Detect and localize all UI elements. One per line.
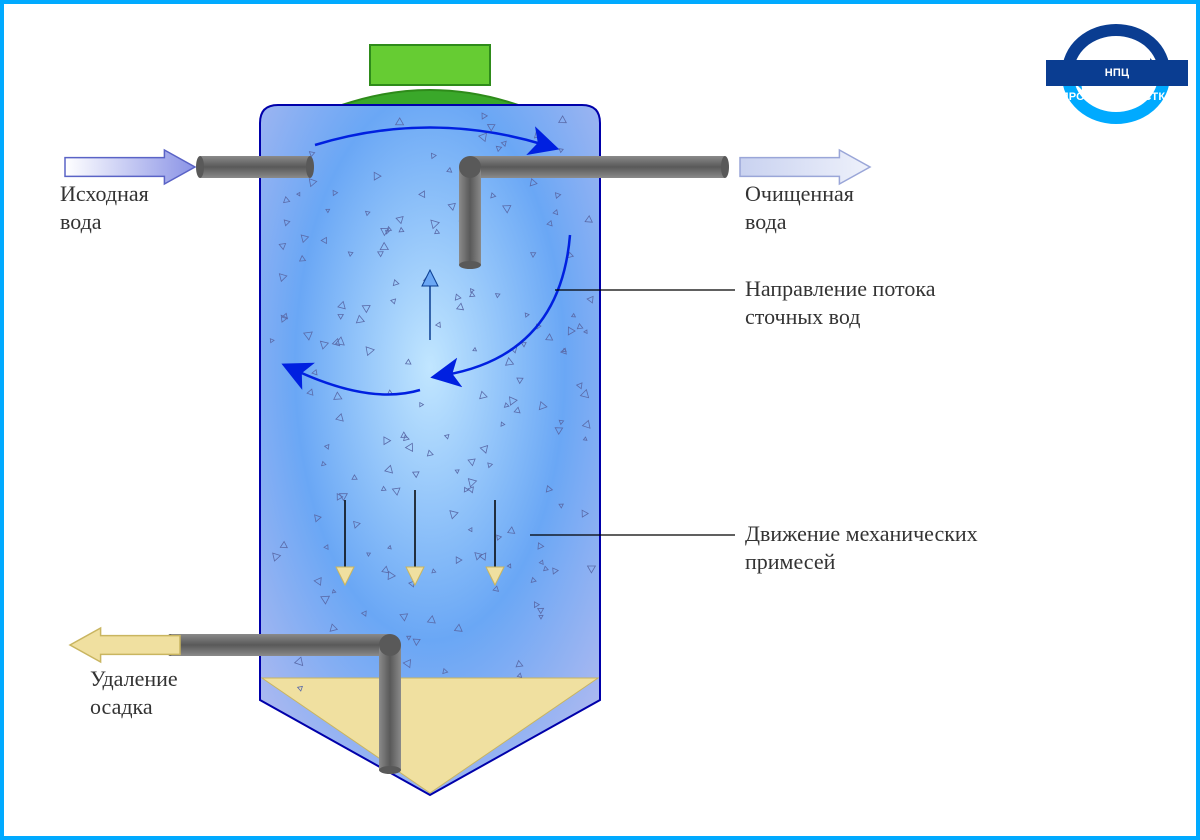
tank-cap-top — [370, 45, 490, 85]
company-logo: НПЦ ПРОМВОДОЧИСТКА — [1046, 14, 1186, 134]
label-particle-movement: Движение механическихпримесей — [745, 520, 978, 575]
sludge-arrow — [70, 628, 180, 662]
label-outlet-water: Очищеннаявода — [745, 180, 854, 235]
logo-text: НПЦ ПРОМВОДОЧИСТКА — [1046, 60, 1188, 86]
label-sludge-removal: Удалениеосадка — [90, 665, 178, 720]
label-flow-direction: Направление потокасточных вод — [745, 275, 935, 330]
inlet-arrow — [65, 150, 195, 184]
label-inlet-water: Исходнаявода — [60, 180, 149, 235]
tank-cap-base — [342, 90, 518, 105]
diagram-scene — [0, 0, 1200, 840]
outlet-arrow — [740, 150, 870, 184]
tank-sediment — [262, 678, 598, 793]
